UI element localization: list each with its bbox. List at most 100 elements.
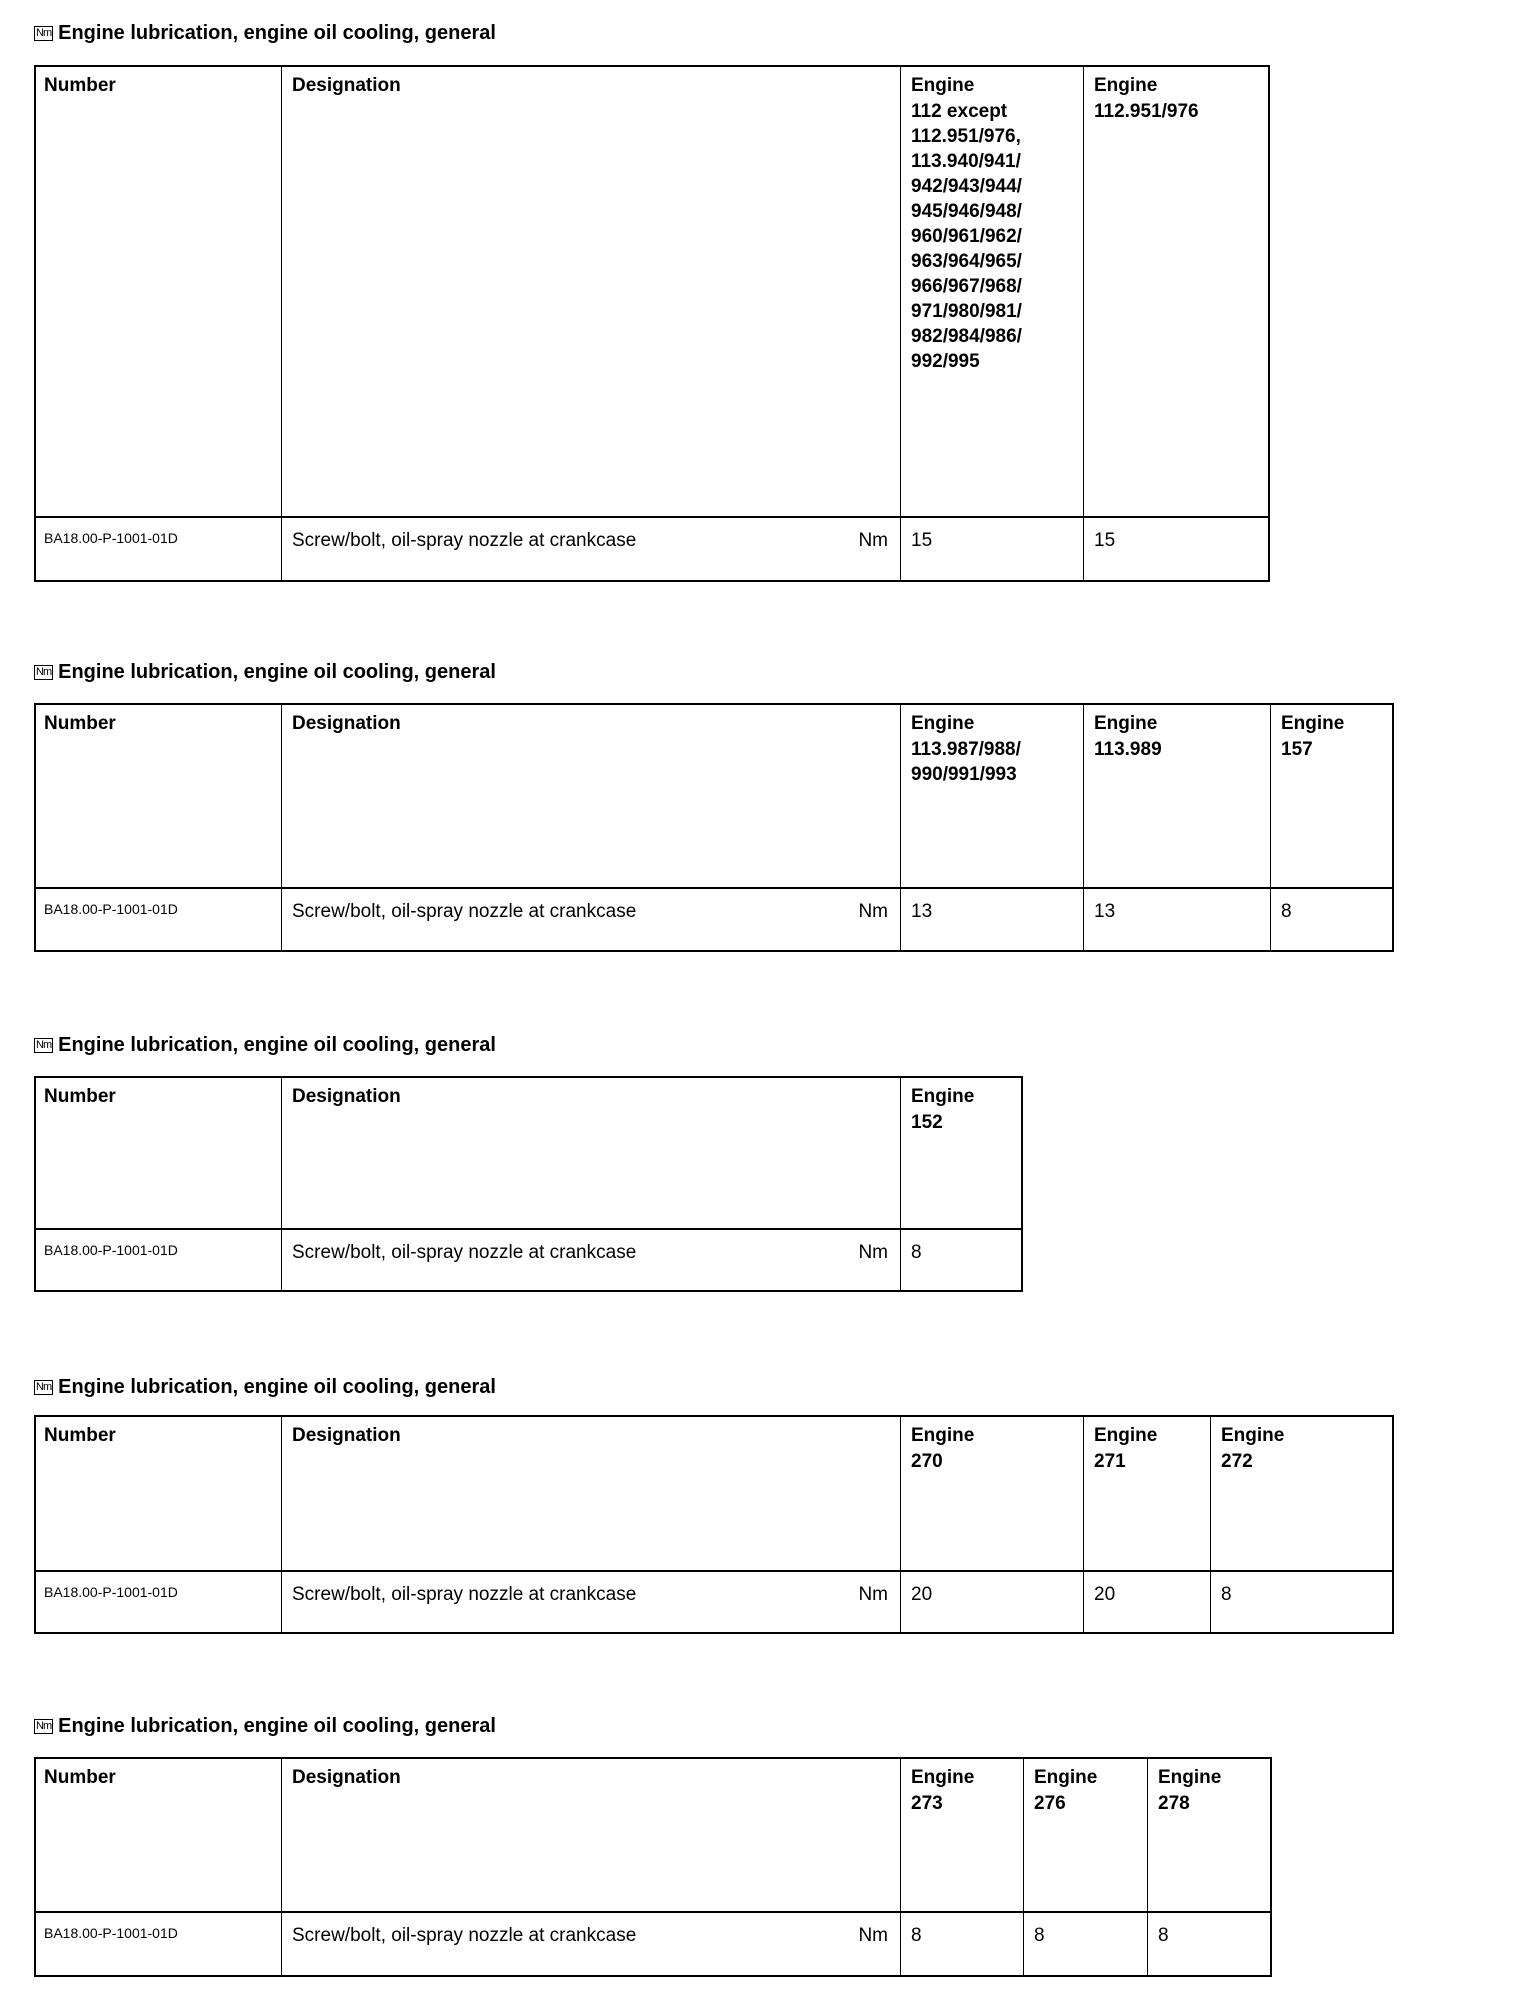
section-title-text: Engine lubrication, engine oil cooling, … <box>58 1034 496 1056</box>
engine-variant: 271 <box>1094 1451 1126 1472</box>
unit: Nm <box>858 1242 888 1263</box>
unit: Nm <box>858 1925 888 1946</box>
header-cell-engine: Engine 272 <box>1210 1415 1394 1570</box>
row-cell: Screw/bolt, oil-spray nozzle at crankcas… <box>281 516 900 582</box>
engine-label: Engine <box>911 75 975 96</box>
torque-value: 20 <box>1094 1584 1116 1605</box>
engine-variant: 273 <box>911 1793 943 1814</box>
torque-table: Number Designation Engine 152 BA18.00-P-1001… <box>34 1076 1023 1292</box>
section-title: Nm Engine lubrication, engine oil cooling… <box>34 1376 496 1399</box>
header-designation: Designation <box>292 1086 401 1107</box>
designation: Screw/bolt, oil-spray nozzle at crankcas… <box>292 530 637 551</box>
row-cell: Screw/bolt, oil-spray nozzle at crankcas… <box>281 1228 900 1292</box>
header-cell: Number <box>34 703 281 887</box>
row-cell: 8 <box>1210 1570 1394 1634</box>
header-cell-engine: Engine 278 <box>1147 1757 1272 1911</box>
header-number: Number <box>44 75 116 96</box>
engine-variant: 276 <box>1034 1793 1066 1814</box>
engine-label: Engine <box>911 713 975 734</box>
torque-table: Number Designation Engine 113.987/988/ 990/… <box>34 703 1394 952</box>
torque-value: 8 <box>1158 1925 1169 1946</box>
torque-nm-icon: Nm <box>34 1038 54 1053</box>
engine-label: Engine <box>1158 1767 1222 1788</box>
engine-variant: 152 <box>911 1112 943 1133</box>
header-cell-engine: Engine 152 <box>900 1076 1023 1228</box>
part-number: BA18.00-P-1001-01D <box>44 901 178 917</box>
engine-variant: 113.987/988/ 990/991/993 <box>911 739 1021 785</box>
row-cell: 8 <box>1270 887 1394 952</box>
header-number: Number <box>44 1767 116 1788</box>
section-title: Nm Engine lubrication, engine oil cooling… <box>34 22 496 45</box>
section-title-text: Engine lubrication, engine oil cooling, … <box>58 1715 496 1737</box>
row-cell: BA18.00-P-1001-01D <box>34 1911 281 1977</box>
torque-value: 8 <box>1221 1584 1232 1605</box>
engine-label: Engine <box>1094 1425 1158 1446</box>
designation: Screw/bolt, oil-spray nozzle at crankcas… <box>292 901 637 922</box>
part-number: BA18.00-P-1001-01D <box>44 1584 178 1600</box>
engine-label: Engine <box>911 1767 975 1788</box>
torque-value: 13 <box>911 901 933 922</box>
torque-value: 8 <box>1281 901 1292 922</box>
section-title: Nm Engine lubrication, engine oil cooling… <box>34 661 496 684</box>
torque-value: 15 <box>911 530 933 551</box>
torque-value: 20 <box>911 1584 933 1605</box>
row-cell: BA18.00-P-1001-01D <box>34 1570 281 1634</box>
header-cell: Number <box>34 1757 281 1911</box>
section-title-text: Engine lubrication, engine oil cooling, … <box>58 22 496 44</box>
header-cell-engine: Engine 112 except 112.951/976, 113.940/94… <box>900 65 1083 516</box>
engine-label: Engine <box>1281 713 1345 734</box>
engine-label: Engine <box>911 1425 975 1446</box>
torque-table: Number Designation Engine 112 except 112.95… <box>34 65 1270 582</box>
header-cell-engine: Engine 112.951/976 <box>1083 65 1270 516</box>
header-designation: Designation <box>292 713 401 734</box>
part-number: BA18.00-P-1001-01D <box>44 530 178 546</box>
row-cell: 15 <box>1083 516 1270 582</box>
row-cell: BA18.00-P-1001-01D <box>34 887 281 952</box>
header-cell-engine: Engine 270 <box>900 1415 1083 1570</box>
engine-variant: 157 <box>1281 739 1313 760</box>
header-number: Number <box>44 1086 116 1107</box>
engine-variant: 272 <box>1221 1451 1253 1472</box>
torque-value: 8 <box>911 1242 922 1263</box>
row-cell: 15 <box>900 516 1083 582</box>
torque-table: Number Designation Engine 270 Engine 271 Engin… <box>34 1415 1394 1634</box>
row-cell: 8 <box>1023 1911 1147 1977</box>
engine-variant: 113.989 <box>1094 739 1162 760</box>
torque-nm-icon: Nm <box>34 26 54 41</box>
header-cell-engine: Engine 273 <box>900 1757 1023 1911</box>
engine-variant: 278 <box>1158 1793 1190 1814</box>
unit: Nm <box>858 901 888 922</box>
part-number: BA18.00-P-1001-01D <box>44 1242 178 1258</box>
torque-nm-icon: Nm <box>34 1719 54 1734</box>
header-cell: Number <box>34 1076 281 1228</box>
header-cell: Number <box>34 1415 281 1570</box>
designation: Screw/bolt, oil-spray nozzle at crankcas… <box>292 1242 637 1263</box>
torque-table: Number Designation Engine 273 Engine 276 Engin… <box>34 1757 1272 1977</box>
row-cell: 13 <box>900 887 1083 952</box>
torque-nm-icon: Nm <box>34 1380 54 1395</box>
engine-variant: 112 except 112.951/976, 113.940/941/ 942… <box>911 101 1022 372</box>
header-cell-engine: Engine 113.987/988/ 990/991/993 <box>900 703 1083 887</box>
row-cell: 8 <box>900 1911 1023 1977</box>
row-cell: BA18.00-P-1001-01D <box>34 1228 281 1292</box>
engine-variant: 270 <box>911 1451 943 1472</box>
header-designation: Designation <box>292 1767 401 1788</box>
engine-label: Engine <box>1034 1767 1098 1788</box>
unit: Nm <box>858 1584 888 1605</box>
section-title-text: Engine lubrication, engine oil cooling, … <box>58 1376 496 1398</box>
unit: Nm <box>858 530 888 551</box>
torque-nm-icon: Nm <box>34 665 54 680</box>
row-cell: 13 <box>1083 887 1270 952</box>
torque-value: 8 <box>911 1925 922 1946</box>
header-cell: Designation <box>281 1415 900 1570</box>
header-cell-engine: Engine 157 <box>1270 703 1394 887</box>
engine-variant: 112.951/976 <box>1094 101 1199 122</box>
header-cell: Designation <box>281 65 900 516</box>
header-designation: Designation <box>292 1425 401 1446</box>
header-cell: Number <box>34 65 281 516</box>
row-cell: 8 <box>900 1228 1023 1292</box>
row-cell: Screw/bolt, oil-spray nozzle at crankcas… <box>281 887 900 952</box>
header-cell: Designation <box>281 1757 900 1911</box>
row-cell: BA18.00-P-1001-01D <box>34 516 281 582</box>
row-cell: 20 <box>1083 1570 1210 1634</box>
